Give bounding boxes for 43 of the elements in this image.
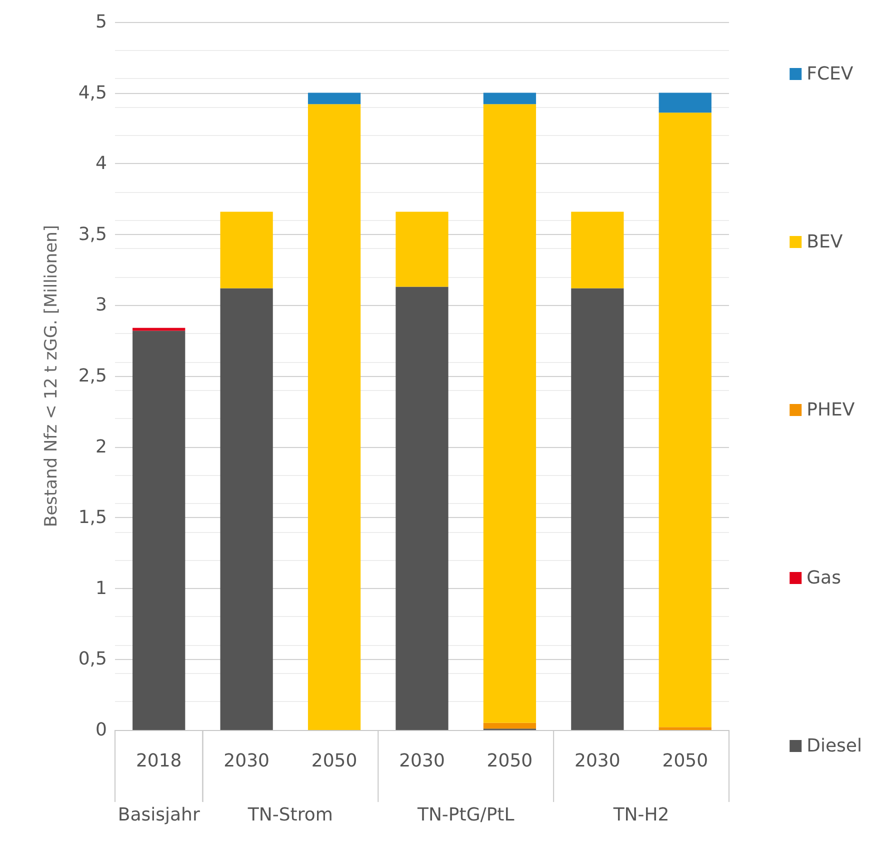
y-tick-label: 3,5 xyxy=(78,224,107,245)
x-tick-label: 2018 xyxy=(136,750,182,772)
y-tick-label: 3 xyxy=(96,294,107,316)
text: Basisjahr xyxy=(118,804,200,826)
x-tick-label: 2030 xyxy=(224,750,270,772)
y-tick-label: 5 xyxy=(96,12,107,32)
bar xyxy=(483,104,536,723)
x-tick-label: 2050 xyxy=(311,750,358,772)
text: TN-H2 xyxy=(612,804,670,826)
bar xyxy=(396,286,448,730)
y-axis-title: Bestand Nfz < 12 t zGG. [Millionen] xyxy=(42,224,62,528)
legend-label: Gas xyxy=(806,568,841,588)
y-tick-label: 4,5 xyxy=(78,82,107,104)
bar xyxy=(483,722,536,729)
bar xyxy=(308,104,361,730)
x-tick-label: 2050 xyxy=(486,750,533,772)
text: TN-Strom xyxy=(246,804,333,826)
bar xyxy=(658,112,712,728)
bar xyxy=(132,330,186,730)
bar xyxy=(483,92,536,104)
bar xyxy=(220,212,273,288)
legend-label: BEV xyxy=(806,232,844,252)
text: TN-PtG/PtL xyxy=(416,804,514,826)
bar xyxy=(571,288,624,730)
legend-label: FCEV xyxy=(806,64,854,84)
y-tick-label: 0 xyxy=(96,720,107,740)
y-tick-label: 2 xyxy=(96,436,107,458)
legend-label: PHEV xyxy=(806,400,856,420)
bar xyxy=(396,212,448,287)
y-tick-label: 0,5 xyxy=(78,648,107,670)
bar xyxy=(571,212,624,288)
x-tick-label: 2050 xyxy=(662,750,708,772)
y-tick-label: 1,5 xyxy=(78,507,107,528)
y-tick-label: 4 xyxy=(96,153,107,174)
x-tick-label: 2030 xyxy=(574,750,620,772)
bar xyxy=(658,727,712,730)
y-tick-label: 1 xyxy=(96,578,107,599)
bar xyxy=(220,288,273,730)
legend-label: Diesel xyxy=(806,736,862,756)
y-tick-label: 2,5 xyxy=(78,366,107,386)
x-tick-label: 2030 xyxy=(399,750,445,772)
bar xyxy=(658,92,712,113)
bar xyxy=(308,92,361,104)
